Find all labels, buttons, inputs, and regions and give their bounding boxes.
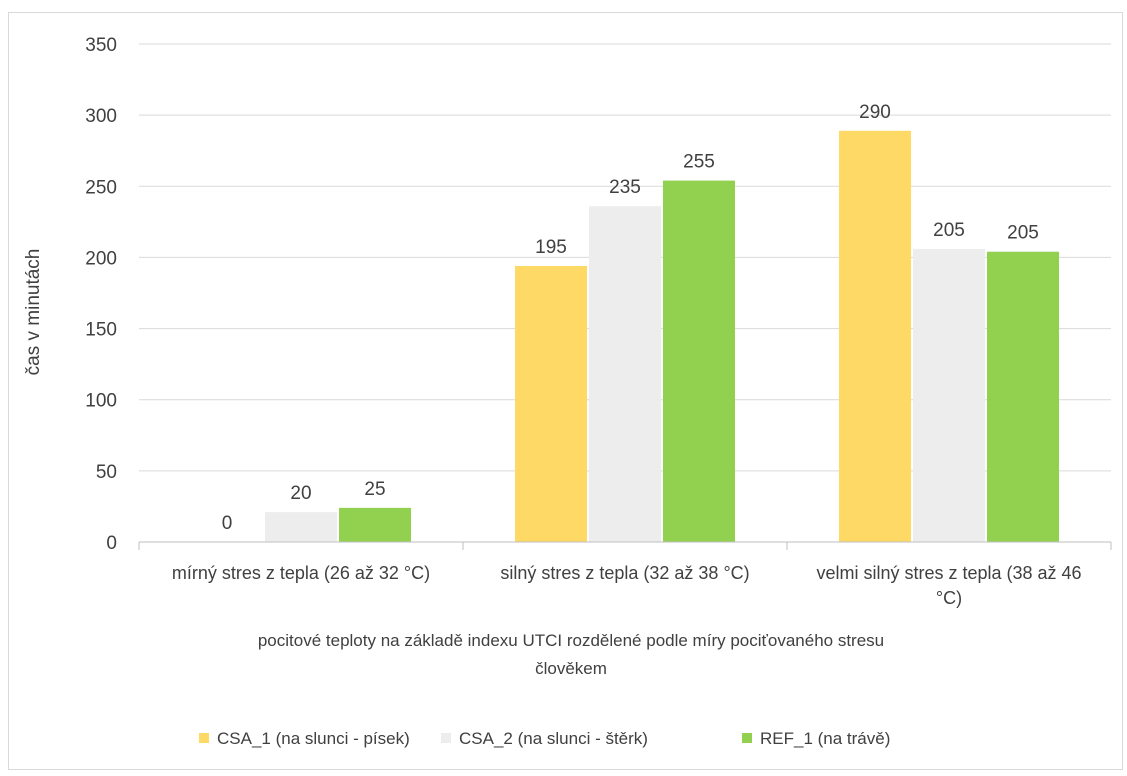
x-tick-label: silný stres z tepla (32 až 38 °C) bbox=[500, 563, 749, 583]
chart-frame: 0 50 100 150 200 250 300 350 0 20 25 195 235 255 290 2… bbox=[8, 12, 1123, 770]
y-tick-label: 0 bbox=[106, 533, 117, 554]
y-tick-label: 150 bbox=[85, 320, 117, 341]
y-tick-label: 50 bbox=[96, 462, 117, 483]
bar-chart: 0 50 100 150 200 250 300 350 0 20 25 195 235 255 290 2… bbox=[23, 35, 1112, 748]
x-axis-label-line-2: člověkem bbox=[535, 659, 607, 678]
legend-item: CSA_2 (na slunci - štěrk) bbox=[441, 729, 648, 748]
legend-item: CSA_1 (na slunci - písek) bbox=[199, 729, 410, 748]
x-axis-label-line-1: pocitové teploty na základě indexu UTCI … bbox=[258, 631, 884, 650]
data-label: 205 bbox=[1007, 223, 1039, 244]
data-label: 0 bbox=[222, 513, 233, 534]
bar bbox=[265, 512, 337, 542]
bar bbox=[663, 180, 735, 542]
y-tick-label: 200 bbox=[85, 248, 117, 269]
y-axis-ticks: 0 50 100 150 200 250 300 350 bbox=[85, 35, 117, 554]
bar bbox=[515, 265, 587, 542]
bar bbox=[839, 130, 911, 542]
data-label: 20 bbox=[290, 483, 311, 504]
bar bbox=[987, 251, 1059, 543]
y-axis-label: čas v minutách bbox=[23, 249, 44, 376]
data-label: 195 bbox=[535, 237, 567, 258]
legend-item: REF_1 (na trávě) bbox=[742, 729, 890, 748]
legend-label: CSA_1 (na slunci - písek) bbox=[217, 729, 410, 748]
bar bbox=[339, 507, 411, 542]
x-tick-label: mírný stres z tepla (26 až 32 °C) bbox=[172, 563, 430, 583]
data-label: 255 bbox=[683, 152, 715, 173]
legend-swatch bbox=[742, 733, 752, 743]
data-label: 290 bbox=[859, 102, 891, 123]
bar bbox=[913, 248, 985, 543]
y-tick-label: 250 bbox=[85, 177, 117, 198]
legend-swatch bbox=[199, 733, 209, 743]
legend: CSA_1 (na slunci - písek) CSA_2 (na slunc… bbox=[199, 729, 890, 748]
data-label: 205 bbox=[933, 220, 965, 241]
x-axis: mírný stres z tepla (26 až 32 °C) silný s… bbox=[138, 541, 1112, 608]
y-tick-label: 350 bbox=[85, 35, 117, 56]
legend-swatch bbox=[441, 733, 451, 743]
legend-label: REF_1 (na trávě) bbox=[760, 729, 890, 748]
x-tick-label: velmi silný stres z tepla (38 až 46 °C) bbox=[816, 563, 1081, 608]
data-label: 25 bbox=[364, 479, 385, 500]
legend-label: CSA_2 (na slunci - štěrk) bbox=[459, 729, 648, 748]
bar bbox=[589, 206, 661, 542]
y-tick-label: 300 bbox=[85, 106, 117, 127]
data-labels: 0 20 25 195 235 255 290 205 205 bbox=[222, 102, 1039, 534]
data-label: 235 bbox=[609, 177, 641, 198]
bars bbox=[265, 130, 1059, 543]
y-tick-label: 100 bbox=[85, 391, 117, 412]
